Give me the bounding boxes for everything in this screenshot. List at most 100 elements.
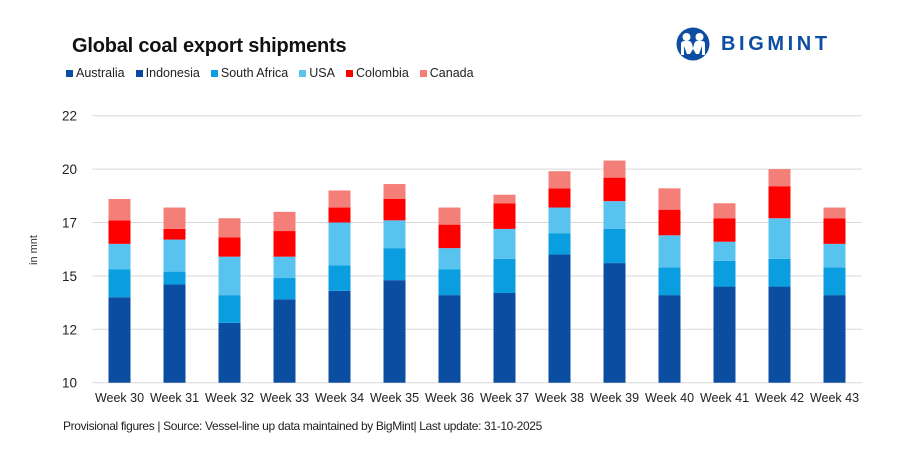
bar-segment-south-africa	[438, 269, 461, 296]
bar-segment-usa	[493, 228, 516, 259]
bar-segment-canada	[383, 184, 406, 200]
x-tick-label: Week 37	[480, 391, 529, 405]
bar-segment-colombia	[108, 220, 131, 244]
y-tick-label: 10	[62, 376, 77, 391]
x-tick-label: Week 42	[755, 391, 804, 405]
x-tick-label: Week 43	[810, 391, 859, 405]
bar-segment-colombia	[823, 218, 846, 244]
bar-segment-canada	[603, 160, 626, 178]
bar-segment-south-africa	[273, 278, 296, 300]
chart-legend: Australia Indonesia South Africa USA Col…	[66, 66, 474, 80]
bar-segment-canada	[493, 194, 516, 204]
bar-stack	[273, 211, 296, 383]
y-tick-label: 17	[62, 216, 77, 231]
bar-segment-australia-indonesia	[493, 292, 516, 383]
bar-segment-south-africa	[493, 258, 516, 293]
bar-segment-south-africa	[548, 233, 571, 255]
x-tick-label: Week 33	[260, 391, 309, 405]
bar-stack	[548, 171, 571, 383]
y-tick-label: 15	[62, 269, 77, 284]
bar-segment-canada	[548, 171, 571, 189]
bar-segment-australia-indonesia	[383, 280, 406, 383]
bar-segment-south-africa	[823, 267, 846, 296]
legend-label-indonesia: Indonesia	[145, 66, 200, 80]
bar-segment-colombia	[493, 203, 516, 229]
x-tick-label: Week 39	[590, 391, 639, 405]
bar-segment-south-africa	[658, 267, 681, 296]
bar-segment-usa	[768, 218, 791, 259]
bar-stack	[658, 188, 681, 383]
bar-segment-colombia	[603, 177, 626, 202]
bar-stack	[218, 218, 241, 383]
bar-stack	[328, 190, 351, 383]
legend-swatch-australia	[66, 69, 73, 77]
x-tick-label: Week 35	[370, 391, 419, 405]
bar-segment-colombia	[273, 231, 296, 257]
legend-swatch-indonesia	[135, 69, 143, 77]
x-tick-label: Week 38	[535, 391, 584, 405]
bar-segment-south-africa	[108, 269, 131, 298]
y-tick-label: 20	[62, 162, 77, 177]
bar-segment-canada	[658, 188, 681, 210]
bigmint-logo-text: BIGMINT	[721, 32, 831, 55]
bar-segment-usa	[823, 243, 846, 268]
bar-segment-canada	[328, 190, 351, 208]
legend-label-australia: Australia	[76, 66, 125, 80]
bar-stack	[383, 184, 406, 383]
x-tick-label: Week 41	[700, 391, 749, 405]
bar-segment-canada	[108, 199, 131, 221]
bar-segment-usa	[383, 220, 406, 249]
bar-segment-australia-indonesia	[823, 295, 846, 383]
bar-segment-australia-indonesia	[163, 284, 186, 383]
y-axis-tick-labels: 10 12 15 17 20 22	[62, 109, 77, 391]
y-tick-label: 22	[62, 109, 77, 124]
bar-segment-canada	[823, 207, 846, 219]
bar-segment-australia-indonesia	[768, 286, 791, 383]
bar-segment-south-africa	[218, 295, 241, 323]
bar-segment-south-africa	[713, 260, 736, 287]
bar-segment-usa	[658, 235, 681, 268]
bar-segment-colombia	[658, 209, 681, 236]
bar-stack	[108, 199, 131, 383]
bar-stack	[823, 207, 846, 383]
y-tick-label: 12	[62, 322, 77, 337]
legend-item-colombia: Colombia	[345, 66, 409, 80]
bar-stack	[493, 194, 516, 383]
x-tick-label: Week 32	[205, 391, 254, 405]
bar-segment-canada	[273, 211, 296, 232]
legend-item-south-africa: South Africa	[210, 66, 289, 80]
bar-segment-australia-indonesia	[108, 297, 131, 383]
bar-segment-canada	[163, 207, 186, 229]
bar-segment-usa	[548, 207, 571, 234]
legend-item-canada: Canada	[419, 66, 474, 80]
legend-label-canada: Canada	[429, 66, 474, 80]
legend-label-south-africa: South Africa	[220, 66, 289, 80]
legend-swatch-south-africa	[210, 69, 218, 77]
bar-segment-australia-indonesia	[713, 286, 736, 383]
bar-segment-australia-indonesia	[438, 295, 461, 383]
legend-label-colombia: Colombia	[355, 66, 409, 80]
bar-segment-usa	[438, 248, 461, 270]
x-tick-label: Week 36	[425, 391, 474, 405]
bar-stack	[603, 160, 626, 383]
bar-segment-canada	[713, 203, 736, 219]
bar-segment-australia-indonesia	[548, 254, 571, 383]
bar-segment-south-africa	[328, 265, 351, 291]
bar-segment-canada	[438, 207, 461, 225]
bar-segment-south-africa	[163, 271, 186, 285]
chart-title: Global coal export shipments	[72, 35, 347, 57]
bar-segment-colombia	[383, 199, 406, 221]
bar-segment-usa	[713, 241, 736, 261]
x-tick-label: Week 34	[315, 391, 364, 405]
bar-segment-colombia	[713, 218, 736, 242]
bar-segment-colombia	[438, 224, 461, 249]
bar-segment-canada	[218, 218, 241, 238]
bar-segment-colombia	[328, 207, 351, 223]
legend-swatch-canada	[419, 69, 427, 77]
bar-segment-usa	[273, 256, 296, 279]
bars	[108, 160, 846, 383]
bar-segment-usa	[108, 243, 131, 270]
x-tick-label: Week 31	[150, 391, 199, 405]
bigmint-people-logo-icon	[676, 27, 710, 61]
